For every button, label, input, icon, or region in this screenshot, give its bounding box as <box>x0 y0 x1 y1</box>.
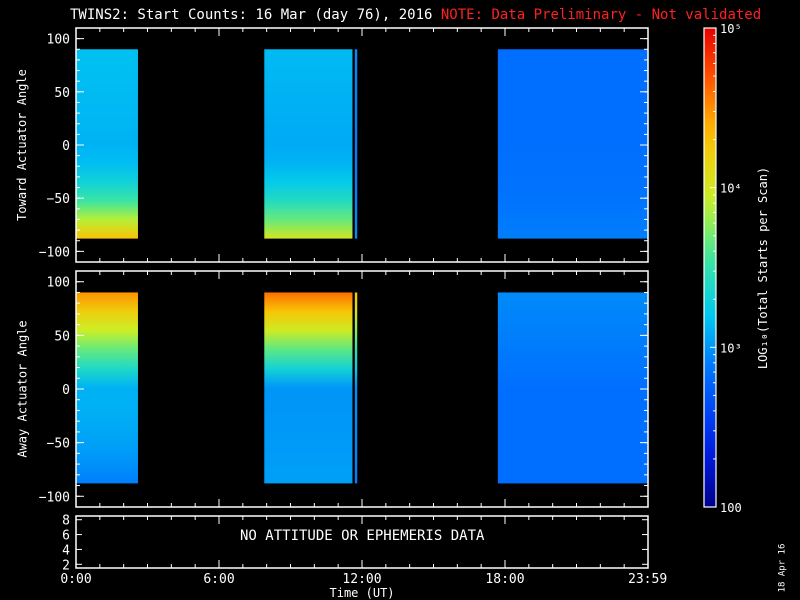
colorbar-tick-label: 100 <box>720 501 742 515</box>
x-tick-label: 12:00 <box>342 572 381 587</box>
y-tick-label: 0 <box>62 383 70 398</box>
heatmap-window-away-3 <box>497 292 648 484</box>
away-ylabel: Away Actuator Angle <box>15 320 30 458</box>
y-tick-label: 2 <box>62 558 70 573</box>
x-axis-label: Time (UT) <box>329 586 395 600</box>
heatmap-window-toward-0 <box>76 49 138 239</box>
colorbar-label: LOG₁₀(Total Starts per Scan) <box>756 166 771 370</box>
colorbar-tick-label: 10⁵ <box>720 22 742 36</box>
colorbar <box>703 27 717 508</box>
heatmap-window-toward-1 <box>264 49 353 239</box>
y-tick-label: 0 <box>62 139 70 154</box>
x-tick-label: 6:00 <box>203 572 234 587</box>
x-tick-label: 23:59 <box>628 572 667 587</box>
y-tick-label: 100 <box>47 33 70 48</box>
heatmap-window-away-0 <box>76 292 138 484</box>
footer-date: 18 Apr 16 <box>776 543 787 593</box>
heatmap-window-away-1 <box>264 292 353 484</box>
heatmap-window-away-2 <box>354 292 358 484</box>
y-tick-label: 50 <box>54 86 70 101</box>
y-tick-label: 4 <box>62 543 70 558</box>
x-tick-label: 18:00 <box>485 572 524 587</box>
y-tick-label: −100 <box>39 490 70 505</box>
heatmap-window-toward-2 <box>354 49 358 239</box>
y-tick-label: 6 <box>62 529 70 544</box>
title-note: NOTE: Data Preliminary - Not validated <box>440 7 762 23</box>
y-tick-label: −50 <box>47 437 70 452</box>
title-main: TWINS2: Start Counts: 16 Mar (day 76), 2… <box>70 7 433 23</box>
toward-ylabel: Toward Actuator Angle <box>14 69 29 221</box>
heatmap-window-toward-3 <box>497 49 648 239</box>
chart-title: TWINS2: Start Counts: 16 Mar (day 76), 2… <box>70 7 761 23</box>
colorbar-tick-label: 10³ <box>720 341 742 355</box>
y-tick-label: 8 <box>62 514 70 529</box>
x-tick-label: 0:00 <box>60 572 91 587</box>
y-tick-label: 100 <box>47 276 70 291</box>
no-attitude-message: NO ATTITUDE OR EPHEMERIS DATA <box>240 528 485 544</box>
y-tick-label: 50 <box>54 329 70 344</box>
y-tick-label: −50 <box>47 192 70 207</box>
y-tick-label: −100 <box>39 245 70 260</box>
colorbar-tick-label: 10⁴ <box>720 182 742 196</box>
